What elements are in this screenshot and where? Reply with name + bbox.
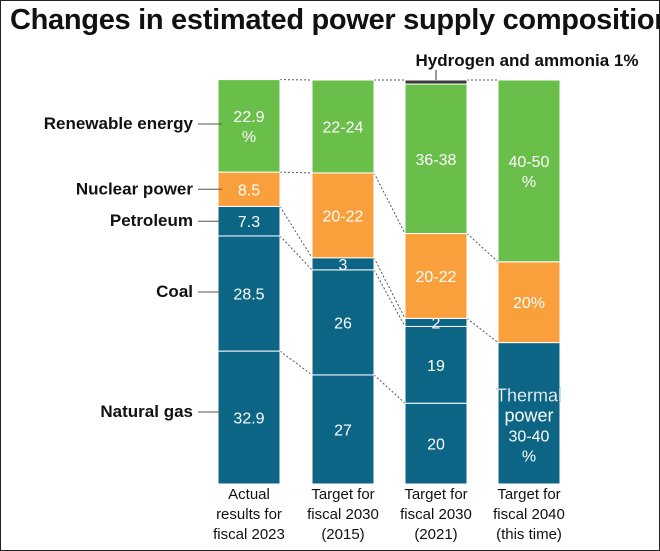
row-label: Natural gas: [100, 402, 193, 421]
connector-line: [279, 206, 313, 259]
category-label: Target for fiscal 2030 (2015): [307, 486, 379, 543]
row-label: Petroleum: [110, 211, 193, 230]
connector-line: [466, 233, 499, 263]
bar-segment-renewable: [404, 83, 468, 235]
chart-title: Changes in estimated power supply compos…: [10, 4, 660, 36]
row-label: Nuclear power: [76, 179, 194, 198]
data-label-thermal: Thermal power 30-40%: [496, 385, 562, 465]
data-label-petroleum: 3: [339, 257, 348, 274]
data-label-natural_gas: 27: [334, 422, 352, 439]
bar-segment-natural_gas: [404, 402, 468, 485]
data-label-petroleum: 2: [432, 315, 441, 332]
data-label-nuclear: 20-22: [416, 269, 457, 286]
category-label: Target for fiscal 2030 (2021): [400, 486, 472, 543]
data-label-natural_gas: 32.9: [233, 411, 264, 428]
bar-segment-nuclear: [311, 172, 375, 259]
bar-segment-nuclear: [404, 233, 468, 319]
row-label: Coal: [156, 282, 193, 301]
data-label-nuclear: 20%: [513, 295, 545, 312]
data-label-natural_gas: 20: [427, 437, 445, 454]
bar-segment-nuclear: [497, 261, 561, 344]
bar-segment-natural_gas: [311, 374, 375, 485]
data-label-petroleum: 7.3: [238, 214, 260, 231]
data-label-renewable: 22-24: [323, 119, 364, 136]
connector-line: [279, 171, 313, 174]
hydrogen-annotation: Hydrogen and ammonia 1%: [416, 51, 639, 70]
data-label-nuclear: 20-22: [323, 208, 364, 225]
data-label-renewable: 36-38: [416, 152, 457, 169]
category-label: Target for fiscal 2040 (this time): [493, 486, 565, 543]
data-label-nuclear: 8.5: [238, 182, 260, 199]
bar-segment-renewable: [497, 79, 561, 263]
data-label-coal: 19: [427, 358, 445, 375]
connector-line: [373, 374, 406, 404]
bar-segment-renewable: [217, 79, 281, 173]
bar-segment-renewable: [311, 79, 375, 174]
connector-line: [279, 235, 313, 271]
data-label-renewable: 40-50%: [509, 154, 550, 191]
row-label: Renewable energy: [44, 114, 194, 133]
connector-line: [373, 257, 406, 319]
connector-line: [373, 269, 406, 327]
bar-segment-hydrogen: [404, 79, 468, 85]
data-label-renewable: 22.9%: [233, 109, 264, 146]
connector-line: [466, 317, 499, 343]
data-label-coal: 28.5: [233, 287, 264, 304]
connector-line: [279, 350, 313, 376]
connector-line: [373, 172, 406, 234]
category-label: Actual results for fiscal 2023: [213, 486, 285, 543]
data-label-coal: 26: [334, 315, 352, 332]
bar-segment-thermal: [497, 342, 561, 485]
bar-segment-coal: [404, 325, 468, 404]
bar-segment-natural_gas: [217, 350, 281, 485]
